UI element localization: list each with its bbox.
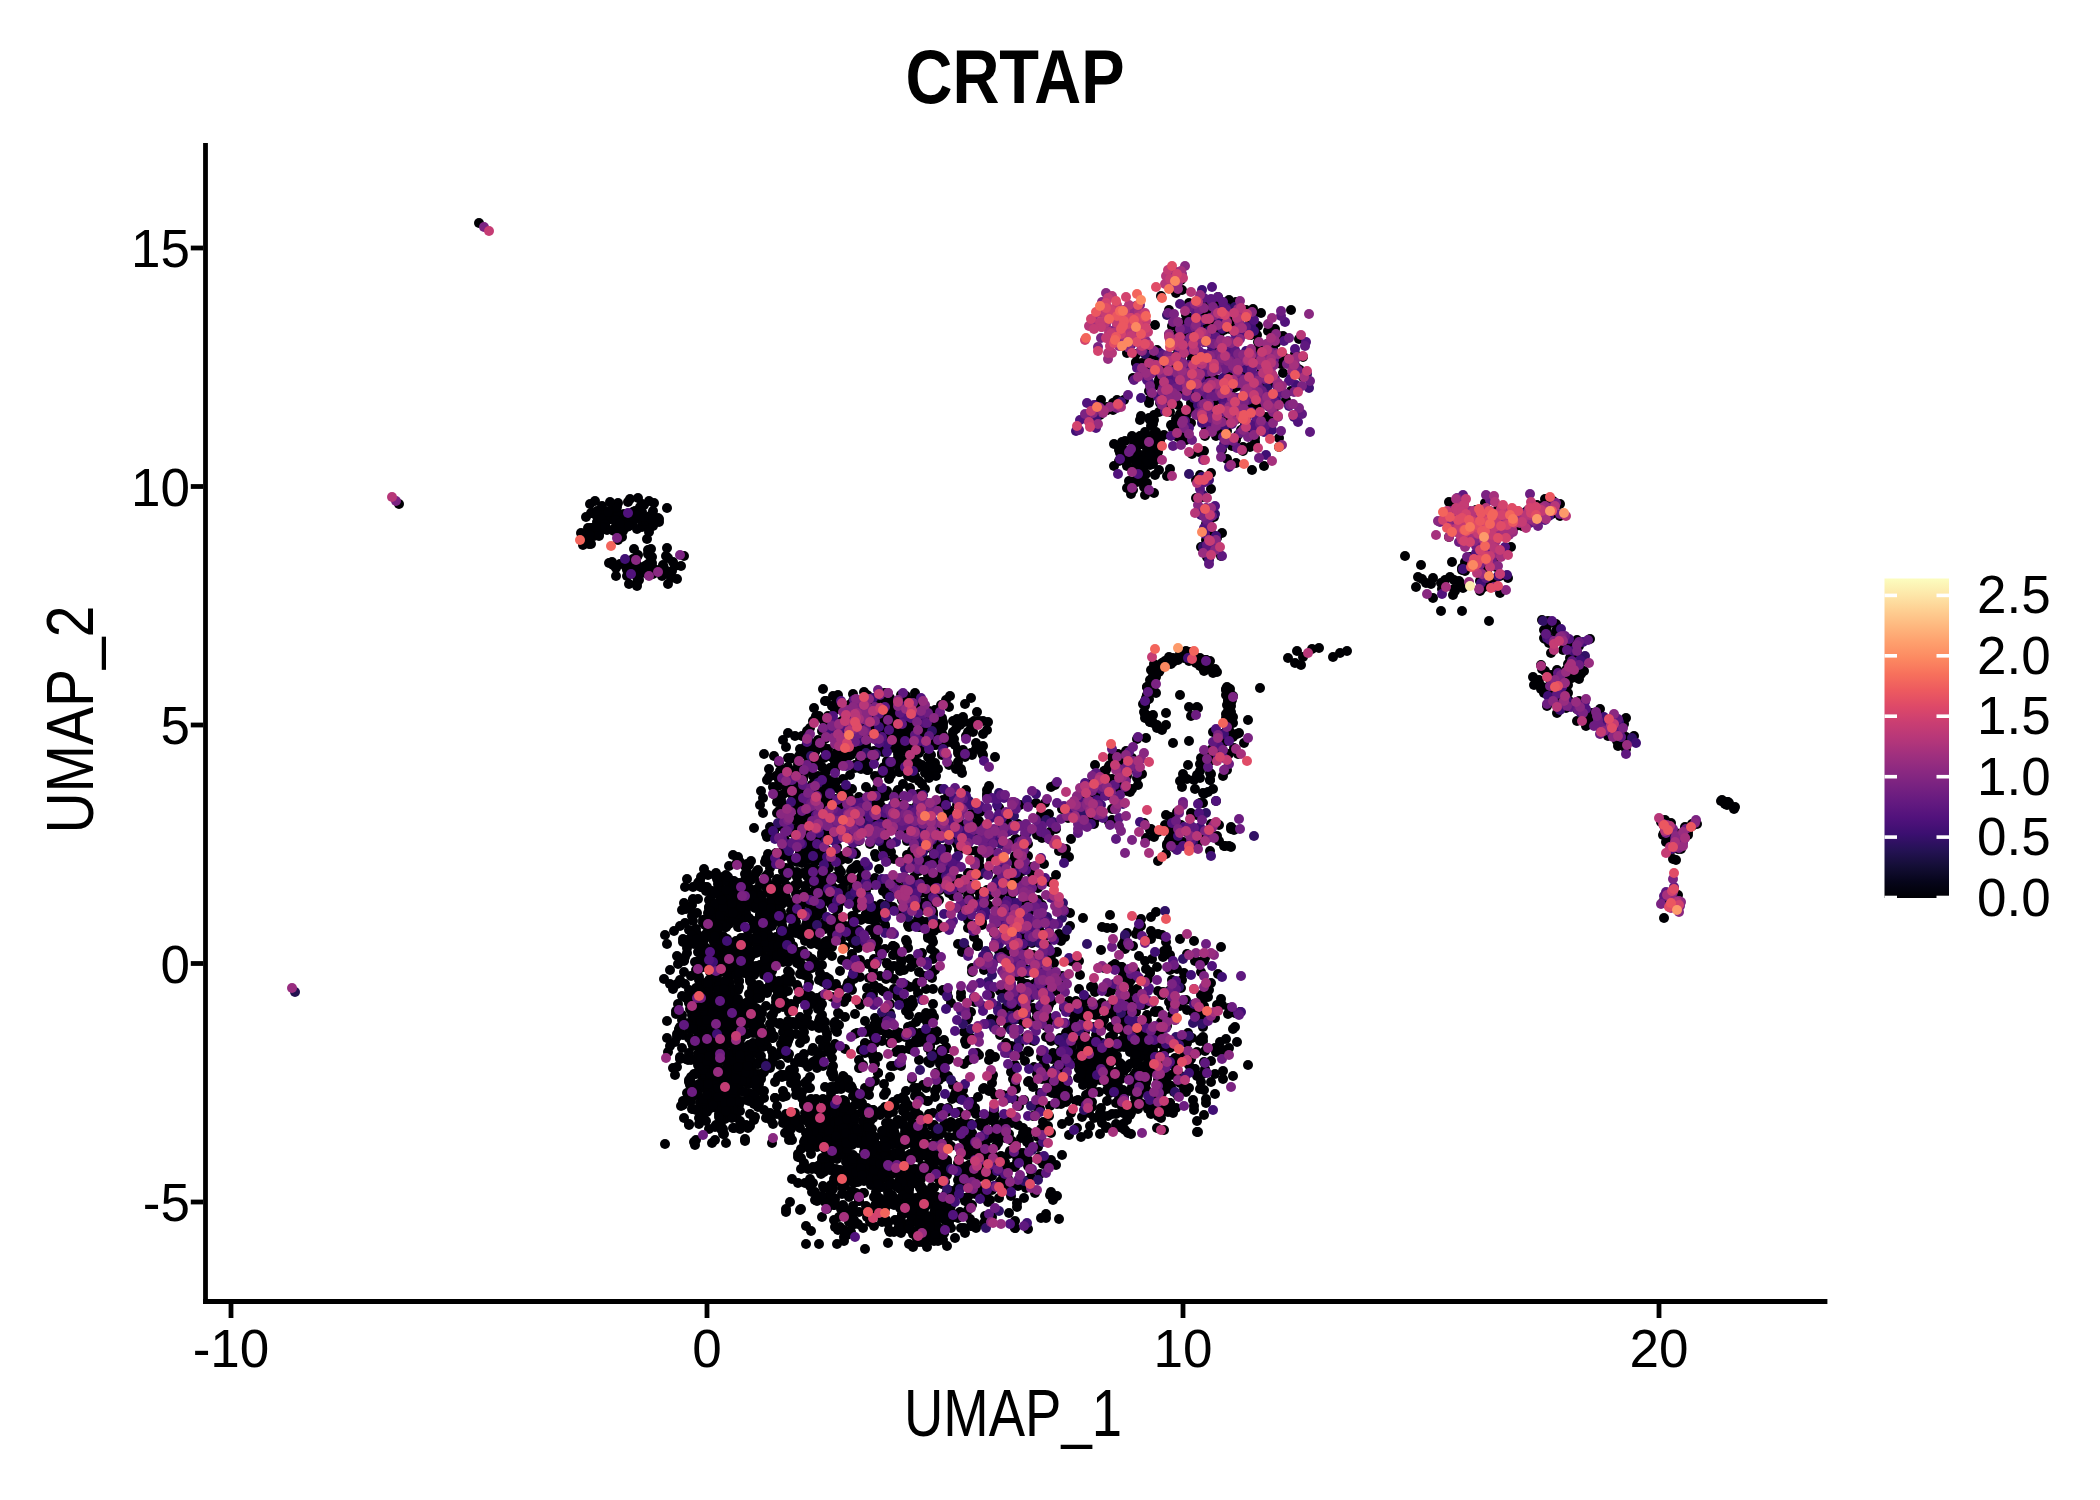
svg-text:0.0: 0.0 bbox=[1977, 868, 2051, 927]
svg-text:10: 10 bbox=[131, 458, 190, 517]
svg-text:5: 5 bbox=[161, 696, 190, 755]
svg-text:0.5: 0.5 bbox=[1977, 807, 2051, 866]
svg-text:-10: -10 bbox=[193, 1319, 270, 1378]
svg-text:1.5: 1.5 bbox=[1977, 686, 2051, 745]
svg-text:15: 15 bbox=[131, 219, 190, 278]
svg-text:UMAP_1: UMAP_1 bbox=[904, 1376, 1122, 1450]
svg-text:UMAP_2: UMAP_2 bbox=[33, 606, 107, 834]
svg-text:2.5: 2.5 bbox=[1977, 565, 2051, 624]
svg-text:10: 10 bbox=[1154, 1319, 1213, 1378]
svg-text:-5: -5 bbox=[143, 1173, 190, 1232]
svg-text:CRTAP: CRTAP bbox=[906, 34, 1125, 119]
svg-text:0: 0 bbox=[692, 1319, 721, 1378]
svg-text:1.0: 1.0 bbox=[1977, 747, 2051, 806]
svg-text:0: 0 bbox=[161, 935, 190, 994]
svg-text:20: 20 bbox=[1630, 1319, 1689, 1378]
svg-text:2.0: 2.0 bbox=[1977, 626, 2051, 685]
